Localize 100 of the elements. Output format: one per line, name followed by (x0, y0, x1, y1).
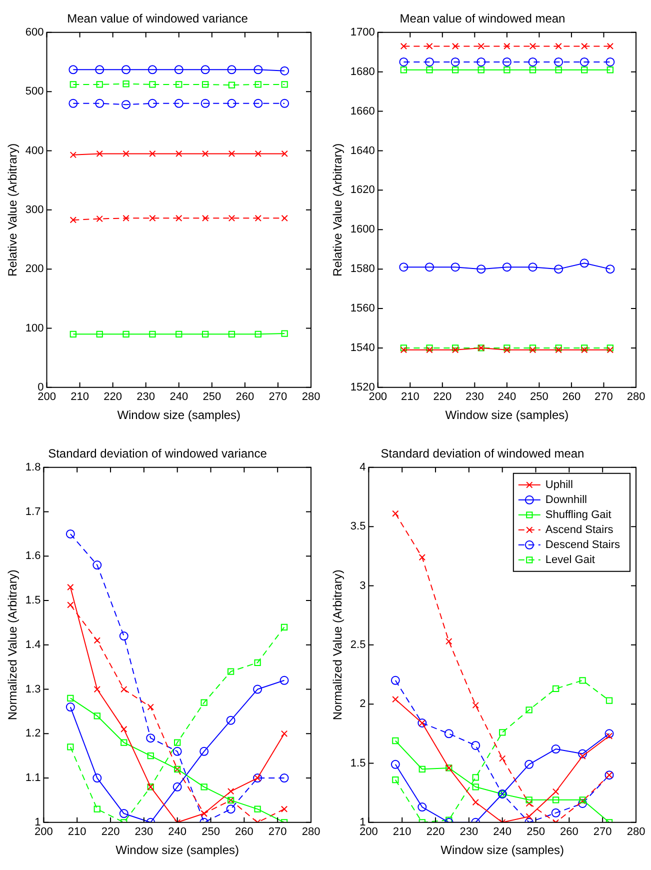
y-tick-label: 3 (360, 580, 366, 592)
y-tick-label: 1.5 (25, 594, 41, 607)
point (526, 796, 532, 804)
x-axis-title: Window size (samples) (440, 843, 564, 858)
point (606, 264, 615, 274)
point (176, 81, 182, 88)
point (122, 65, 131, 74)
point (478, 66, 484, 74)
point (390, 760, 400, 769)
point (122, 100, 131, 110)
point (581, 42, 588, 50)
point (478, 42, 484, 50)
point (122, 214, 130, 222)
x-tick-label: 240 (170, 391, 188, 404)
point (392, 696, 399, 703)
legend-label: Downhill (545, 494, 587, 506)
x-tick-label: 230 (136, 391, 156, 404)
point (68, 65, 78, 74)
x-tick-label: 220 (426, 826, 445, 838)
y-tick-label: 1 (360, 816, 366, 828)
point (96, 81, 103, 88)
point (92, 774, 102, 783)
x-tick-label: 210 (68, 826, 86, 838)
point (551, 744, 560, 754)
y-tick-label: 2.5 (350, 638, 366, 651)
x-tick-label: 220 (104, 391, 122, 404)
y-tick-label: 4 (360, 461, 366, 474)
point (450, 57, 460, 66)
point (400, 42, 408, 50)
point (555, 42, 562, 50)
point (254, 150, 262, 158)
x-tick-label: 250 (530, 391, 548, 404)
x-tick-label: 280 (302, 391, 320, 404)
point (95, 98, 104, 108)
point (426, 42, 433, 50)
point (253, 684, 262, 694)
point (147, 704, 154, 710)
point (200, 784, 208, 790)
point (552, 796, 560, 804)
y-tick-label: 1 (34, 816, 41, 828)
point (200, 699, 208, 706)
point (174, 739, 181, 746)
point (94, 806, 100, 812)
x-tick-label: 230 (134, 826, 154, 838)
point (529, 42, 536, 50)
point (418, 554, 426, 561)
point (226, 804, 236, 814)
y-tick-label: 1.7 (25, 506, 41, 518)
point (499, 729, 506, 736)
point (227, 98, 236, 108)
x-tick-label: 210 (392, 826, 412, 838)
point (604, 729, 614, 738)
point (174, 98, 184, 108)
point (148, 98, 157, 108)
point (67, 744, 74, 750)
point (227, 65, 236, 74)
point (450, 262, 460, 272)
point (148, 65, 157, 74)
point (526, 813, 532, 820)
point (96, 330, 103, 338)
point (280, 806, 288, 812)
point (228, 82, 236, 88)
y-tick-label: 400 (25, 144, 44, 157)
point (528, 57, 538, 66)
y-axis-title: Normalized Value (Arbitrary) (330, 570, 345, 720)
x-tick-label: 270 (593, 826, 612, 838)
point (476, 264, 486, 274)
point (254, 65, 263, 74)
point (280, 774, 289, 783)
point (554, 264, 564, 274)
chart-title: Standard deviation of windowed variance (48, 446, 268, 461)
point (254, 214, 262, 222)
point (280, 676, 289, 685)
point (392, 737, 399, 744)
y-axis-title: Normalized Value (Arbitrary) (6, 570, 20, 720)
legend-label: Shuffling Gait (545, 508, 612, 521)
y-tick-label: 1.3 (25, 683, 41, 696)
point (254, 659, 261, 666)
point (554, 57, 564, 66)
point (504, 66, 510, 74)
x-tick-label: 240 (168, 826, 187, 838)
y-tick-label: 1.5 (350, 757, 366, 770)
x-tick-label: 230 (465, 391, 484, 404)
point (504, 42, 510, 50)
y-tick-label: 1520 (350, 381, 375, 394)
x-tick-label: 250 (202, 391, 222, 404)
point (472, 798, 479, 806)
y-tick-label: 1560 (350, 302, 375, 315)
x-tick-label: 230 (460, 826, 478, 838)
point (149, 150, 156, 158)
y-tick-label: 1620 (350, 184, 375, 196)
point (120, 686, 128, 693)
point (67, 584, 74, 591)
point (471, 740, 480, 750)
point (94, 712, 100, 720)
y-tick-label: 1600 (350, 224, 375, 236)
point (68, 98, 78, 108)
point (526, 800, 532, 807)
point (606, 42, 614, 50)
point (228, 330, 236, 338)
